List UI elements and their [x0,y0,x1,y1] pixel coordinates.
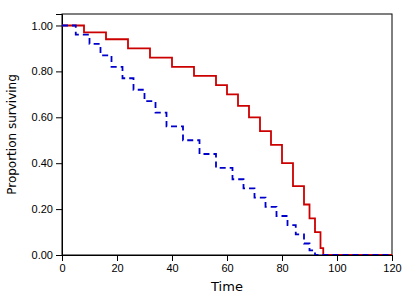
x-tick-label: 0 [59,262,65,274]
x-axis-title: Time [210,279,243,294]
x-tick-mark [282,255,283,261]
y-tick: 0.80 [32,65,62,77]
x-tick: 120 [383,255,401,274]
x-tick-label: 120 [383,262,401,274]
x-tick-label: 40 [166,262,178,274]
x-tick-label: 60 [221,262,233,274]
y-tick-label: 0.40 [32,157,53,169]
x-tick-label: 20 [111,262,123,274]
x-tick-mark [392,255,393,261]
x-tick: 100 [328,255,346,274]
y-tick-mark [56,209,62,210]
x-tick-label: 100 [328,262,346,274]
y-tick: 0.00 [32,249,62,261]
x-tick: 60 [221,255,233,274]
x-tick-label: 80 [276,262,288,274]
y-tick-label: 0.00 [32,249,53,261]
y-tick-mark [56,163,62,164]
series-line [62,25,392,255]
y-tick-label: 0.60 [32,111,53,123]
series-line [62,25,392,255]
y-tick: 0.60 [32,111,62,123]
x-tick: 40 [166,255,178,274]
x-axis-line [63,256,393,262]
y-tick-mark [56,25,62,26]
y-tick-label: 1.00 [32,19,53,31]
x-tick-mark [337,255,338,261]
y-tick: 0.20 [32,203,62,215]
y-tick-mark [56,117,62,118]
y-tick-label: 0.80 [32,65,53,77]
x-tick-mark [117,255,118,261]
chart: 0 20 40 60 80 100 120 0.00 0.20 0.40 0.60 0.80 1.00 T… [0,0,408,299]
x-tick: 20 [111,255,123,274]
x-tick: 0 [59,255,65,274]
y-axis-title: Proportion surviving [5,74,19,195]
y-tick-mark [56,255,62,256]
series-group [62,25,392,255]
plot-frame [62,14,392,255]
y-tick-mark [56,71,62,72]
y-axis: 0.00 0.20 0.40 0.60 0.80 1.00 [32,15,63,262]
plot: 0 20 40 60 80 100 120 0.00 0.20 0.40 0.60 0.80 1.00 [32,14,402,274]
x-tick-mark [227,255,228,261]
x-axis: 0 20 40 60 80 100 120 [59,255,401,274]
y-tick: 0.40 [32,157,62,169]
x-tick: 80 [276,255,288,274]
y-tick-label: 0.20 [32,203,53,215]
y-tick: 1.00 [32,19,62,31]
x-tick-mark [172,255,173,261]
